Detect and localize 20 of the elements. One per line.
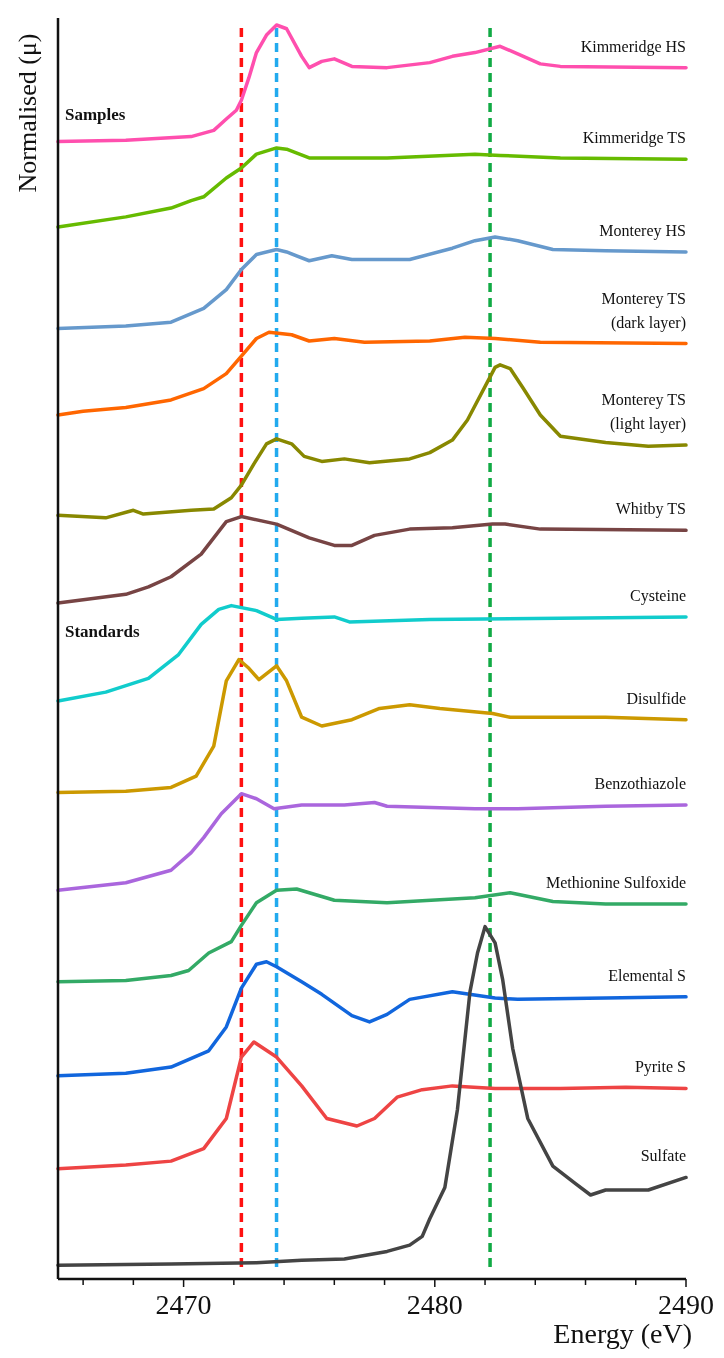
y-axis-title: Normalised (μ) [13,33,42,193]
series-label: Sulfate [640,1147,686,1165]
annotation: Samples [65,105,126,125]
series-label: Kimmeridge HS [580,37,686,56]
series-label: Monterey TS (light layer) [601,391,686,434]
series-label: Monterey HS [599,221,686,240]
series-label: Kimmeridge TS [582,129,686,148]
x-axis-title: Energy (eV) [553,1318,692,1349]
series-label: Methionine Sulfoxide [546,874,686,892]
x-tick-label: 2470 [155,1289,212,1320]
series-label: Whitby TS [615,500,686,519]
series-label: Monterey TS (dark layer) [601,289,686,332]
x-tick-label: 2480 [406,1289,463,1320]
annotation: Standards [65,621,141,641]
series-label: Pyrite S [634,1058,686,1077]
series-label: Disulfide [626,689,686,707]
x-tick-label: 2490 [658,1289,714,1320]
series-label: Cysteine [630,586,686,605]
series-label: Benzothiazole [594,774,686,792]
series-label: Elemental S [608,966,686,984]
